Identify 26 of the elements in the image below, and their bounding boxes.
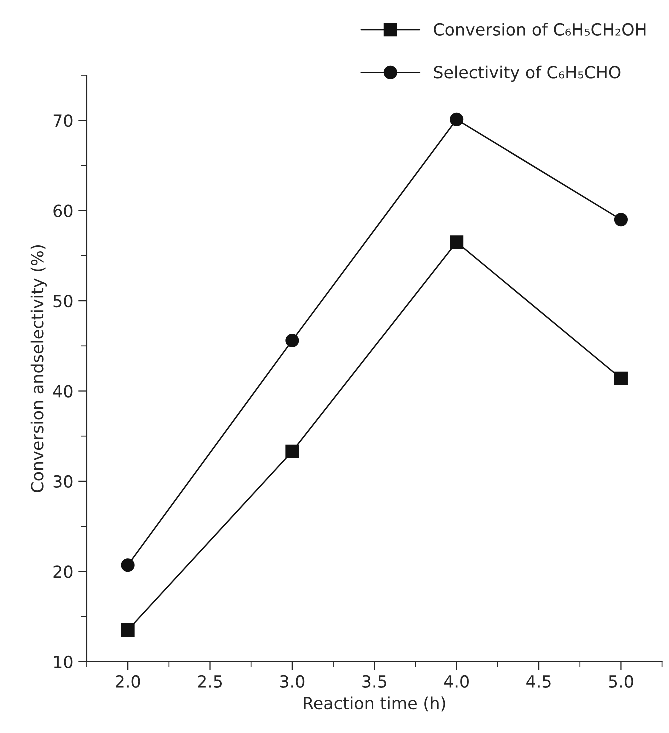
y-tick-label: 60 — [54, 204, 73, 218]
y-tick-label: 50 — [54, 295, 73, 308]
legend-label: Selectivity of C₆H₅CHO — [434, 66, 621, 82]
x-tick-label: 4.0 — [444, 675, 469, 688]
x-tick-label: 5.0 — [609, 675, 634, 688]
x-tick-label: 2.5 — [198, 675, 222, 688]
point — [121, 624, 135, 638]
y-tick-label: 10 — [54, 656, 73, 668]
x-tick-label: 3.5 — [362, 675, 386, 688]
x-tick-label: 2.0 — [116, 675, 140, 688]
legend-label: Conversion of C₆H₅CH₂OH — [434, 23, 646, 36]
x-tick-label: 4.5 — [526, 676, 551, 688]
x-tick-label: 3.0 — [280, 675, 305, 688]
point — [121, 558, 135, 572]
point — [286, 444, 300, 458]
x-axis-title: Reaction time (h) — [304, 696, 446, 712]
point — [614, 372, 628, 386]
point — [614, 213, 628, 227]
y-tick-label: 30 — [54, 475, 73, 488]
point — [450, 112, 464, 126]
y-tick-label: 40 — [53, 385, 73, 398]
y-axis-title: Conversion andselectivity (%) — [30, 245, 48, 492]
point — [286, 334, 300, 348]
point — [450, 236, 464, 250]
y-tick-label: 20 — [54, 566, 73, 578]
y-tick-label: 70 — [54, 114, 73, 128]
